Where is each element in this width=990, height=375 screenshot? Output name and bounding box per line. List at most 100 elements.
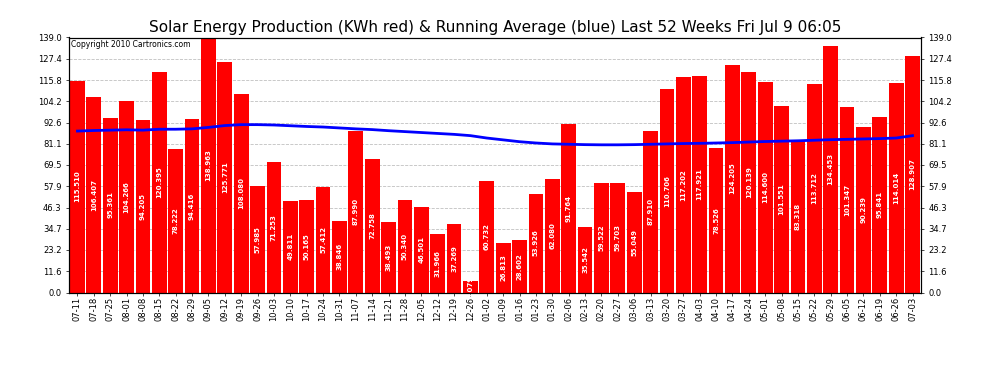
Text: 46.501: 46.501	[419, 236, 425, 263]
Text: 90.239: 90.239	[860, 196, 866, 223]
Bar	[872, 117, 887, 292]
Bar	[644, 131, 658, 292]
Text: 110.706: 110.706	[664, 175, 670, 207]
Text: 57.412: 57.412	[320, 226, 326, 254]
Text: 94.416: 94.416	[189, 192, 195, 219]
Bar	[381, 222, 396, 292]
Text: 113.712: 113.712	[811, 172, 818, 204]
Bar	[659, 89, 674, 292]
Bar	[201, 38, 216, 292]
Text: 104.266: 104.266	[124, 181, 130, 213]
Text: 60.732: 60.732	[484, 224, 490, 250]
Bar	[905, 56, 920, 292]
Text: 115.510: 115.510	[74, 171, 80, 202]
Bar	[627, 192, 642, 292]
Text: 26.813: 26.813	[500, 255, 506, 281]
Bar	[676, 78, 691, 292]
Text: 72.758: 72.758	[369, 212, 375, 239]
Title: Solar Energy Production (KWh red) & Running Average (blue) Last 52 Weeks Fri Jul: Solar Energy Production (KWh red) & Runn…	[148, 20, 842, 35]
Text: 49.811: 49.811	[287, 233, 293, 260]
Bar	[840, 106, 854, 292]
Text: 101.551: 101.551	[778, 183, 784, 215]
Bar	[463, 281, 478, 292]
Bar	[479, 181, 494, 292]
Bar	[824, 46, 838, 292]
Bar	[266, 162, 281, 292]
Text: 120.395: 120.395	[156, 166, 162, 198]
Bar	[512, 240, 527, 292]
Text: 117.202: 117.202	[680, 169, 686, 201]
Text: 114.600: 114.600	[762, 171, 768, 203]
Bar	[544, 178, 559, 292]
Bar	[594, 183, 609, 292]
Text: 62.080: 62.080	[549, 222, 555, 249]
Text: 87.990: 87.990	[352, 198, 358, 225]
Text: 125.771: 125.771	[222, 161, 228, 193]
Text: 57.985: 57.985	[254, 226, 260, 253]
Bar	[889, 83, 904, 292]
Text: 31.966: 31.966	[435, 250, 441, 277]
Bar	[283, 201, 298, 292]
Bar	[446, 224, 461, 292]
Text: 78.222: 78.222	[172, 207, 179, 234]
Bar	[692, 76, 707, 292]
Text: 55.049: 55.049	[632, 228, 638, 255]
Bar	[725, 64, 740, 292]
Text: 87.910: 87.910	[647, 198, 653, 225]
Bar	[218, 62, 233, 292]
Bar	[332, 221, 346, 292]
Text: 106.407: 106.407	[91, 179, 97, 211]
Bar	[103, 117, 118, 292]
Text: Copyright 2010 Cartronics.com: Copyright 2010 Cartronics.com	[71, 40, 190, 49]
Text: 6.079: 6.079	[467, 276, 473, 298]
Bar	[578, 227, 592, 292]
Text: 108.080: 108.080	[239, 177, 245, 209]
Text: 38.493: 38.493	[385, 244, 392, 271]
Bar	[86, 97, 101, 292]
Bar	[70, 81, 85, 292]
Text: 71.253: 71.253	[271, 214, 277, 241]
Text: 94.205: 94.205	[140, 193, 146, 220]
Text: 28.602: 28.602	[517, 253, 523, 280]
Bar	[561, 124, 576, 292]
Text: 101.347: 101.347	[844, 183, 850, 216]
Text: 114.014: 114.014	[893, 172, 899, 204]
Bar	[250, 186, 265, 292]
Bar	[136, 120, 150, 292]
Bar	[611, 183, 625, 292]
Bar	[791, 140, 805, 292]
Bar	[431, 234, 446, 292]
Bar	[496, 243, 511, 292]
Text: 59.703: 59.703	[615, 224, 621, 251]
Text: 38.846: 38.846	[337, 243, 343, 270]
Bar	[365, 159, 379, 292]
Text: 138.963: 138.963	[206, 149, 212, 181]
Text: 120.139: 120.139	[745, 166, 751, 198]
Text: 83.318: 83.318	[795, 202, 801, 229]
Text: 50.340: 50.340	[402, 233, 408, 260]
Text: 117.921: 117.921	[697, 168, 703, 200]
Bar	[234, 94, 248, 292]
Bar	[856, 127, 871, 292]
Text: 134.453: 134.453	[828, 153, 834, 185]
Bar	[168, 149, 183, 292]
Bar	[414, 207, 429, 292]
Text: 37.269: 37.269	[451, 245, 457, 272]
Bar	[348, 131, 363, 292]
Bar	[757, 82, 772, 292]
Bar	[299, 201, 314, 292]
Bar	[398, 200, 412, 292]
Bar	[709, 148, 724, 292]
Bar	[316, 187, 331, 292]
Text: 95.361: 95.361	[107, 192, 113, 219]
Bar	[152, 72, 166, 292]
Text: 59.522: 59.522	[598, 225, 605, 251]
Bar	[529, 194, 544, 292]
Text: 53.926: 53.926	[533, 230, 539, 256]
Text: 95.841: 95.841	[877, 191, 883, 218]
Text: 128.907: 128.907	[910, 158, 916, 190]
Bar	[185, 119, 199, 292]
Bar	[807, 84, 822, 292]
Text: 35.542: 35.542	[582, 246, 588, 273]
Text: 50.165: 50.165	[304, 233, 310, 260]
